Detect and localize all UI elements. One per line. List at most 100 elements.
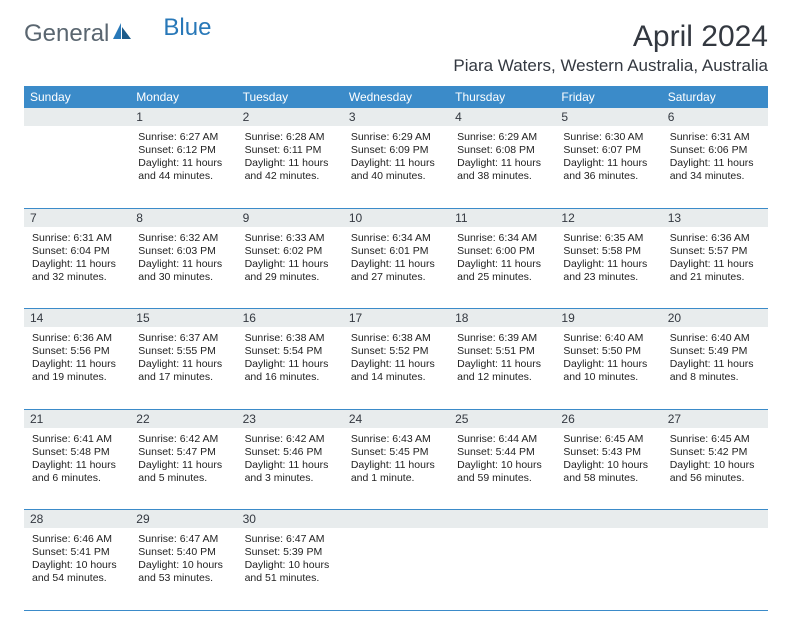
sunrise-text: Sunrise: 6:34 AM [457,232,547,245]
calendar-body: 123456Sunrise: 6:27 AMSunset: 6:12 PMDay… [24,108,768,610]
day-details: Sunrise: 6:46 AMSunset: 5:41 PMDaylight:… [28,531,126,586]
sunset-text: Sunset: 5:49 PM [670,345,760,358]
sunrise-text: Sunrise: 6:29 AM [457,131,547,144]
day-details: Sunrise: 6:37 AMSunset: 5:55 PMDaylight:… [134,330,232,385]
day-cell: Sunrise: 6:42 AMSunset: 5:47 PMDaylight:… [130,428,236,510]
day-details: Sunrise: 6:31 AMSunset: 6:04 PMDaylight:… [28,230,126,285]
sunset-text: Sunset: 6:07 PM [563,144,653,157]
daylight-text: Daylight: 11 hours and 19 minutes. [32,358,122,384]
day-number: 27 [662,409,768,428]
day-cell: Sunrise: 6:35 AMSunset: 5:58 PMDaylight:… [555,227,661,309]
daylight-text: Daylight: 10 hours and 54 minutes. [32,559,122,585]
day-number: 22 [130,409,236,428]
daylight-text: Daylight: 11 hours and 30 minutes. [138,258,228,284]
weekday-header: Tuesday [237,86,343,108]
day-number: 11 [449,208,555,227]
sunrise-text: Sunrise: 6:31 AM [670,131,760,144]
day-details: Sunrise: 6:44 AMSunset: 5:44 PMDaylight:… [453,431,551,486]
daylight-text: Daylight: 10 hours and 56 minutes. [670,459,760,485]
day-cell: Sunrise: 6:40 AMSunset: 5:49 PMDaylight:… [662,327,768,409]
weekday-header: Sunday [24,86,130,108]
sunrise-text: Sunrise: 6:27 AM [138,131,228,144]
sunset-text: Sunset: 6:11 PM [245,144,335,157]
weekday-header: Monday [130,86,236,108]
daylight-text: Daylight: 11 hours and 5 minutes. [138,459,228,485]
daylight-text: Daylight: 11 hours and 10 minutes. [563,358,653,384]
day-number: 18 [449,309,555,328]
sunset-text: Sunset: 5:55 PM [138,345,228,358]
day-number: 1 [130,108,236,126]
weekday-header: Wednesday [343,86,449,108]
day-cell: Sunrise: 6:41 AMSunset: 5:48 PMDaylight:… [24,428,130,510]
day-details: Sunrise: 6:38 AMSunset: 5:52 PMDaylight:… [347,330,445,385]
day-cell: Sunrise: 6:36 AMSunset: 5:57 PMDaylight:… [662,227,768,309]
day-cell [555,528,661,610]
sunrise-text: Sunrise: 6:38 AM [245,332,335,345]
weekday-header: Thursday [449,86,555,108]
day-number: 28 [24,510,130,529]
sunset-text: Sunset: 6:12 PM [138,144,228,157]
day-details: Sunrise: 6:45 AMSunset: 5:42 PMDaylight:… [666,431,764,486]
sunset-text: Sunset: 6:06 PM [670,144,760,157]
sunrise-text: Sunrise: 6:35 AM [563,232,653,245]
daylight-text: Daylight: 11 hours and 42 minutes. [245,157,335,183]
daylight-text: Daylight: 11 hours and 25 minutes. [457,258,547,284]
daynum-row: 282930 [24,510,768,529]
daylight-text: Daylight: 11 hours and 8 minutes. [670,358,760,384]
sunrise-text: Sunrise: 6:45 AM [563,433,653,446]
day-details: Sunrise: 6:29 AMSunset: 6:08 PMDaylight:… [453,129,551,184]
daylight-text: Daylight: 11 hours and 40 minutes. [351,157,441,183]
day-number: 12 [555,208,661,227]
sunset-text: Sunset: 5:58 PM [563,245,653,258]
day-number: 29 [130,510,236,529]
logo-sail-icon [111,20,133,48]
day-details: Sunrise: 6:43 AMSunset: 5:45 PMDaylight:… [347,431,445,486]
daylight-text: Daylight: 11 hours and 1 minute. [351,459,441,485]
sunset-text: Sunset: 5:51 PM [457,345,547,358]
header: General Blue April 2024 Piara Waters, We… [24,20,768,82]
calendar-table: Sunday Monday Tuesday Wednesday Thursday… [24,86,768,611]
daylight-text: Daylight: 11 hours and 38 minutes. [457,157,547,183]
sunrise-text: Sunrise: 6:34 AM [351,232,441,245]
day-number: 23 [237,409,343,428]
day-number: 15 [130,309,236,328]
weekday-header: Saturday [662,86,768,108]
day-cell: Sunrise: 6:31 AMSunset: 6:06 PMDaylight:… [662,126,768,208]
day-number: 6 [662,108,768,126]
week-row: Sunrise: 6:46 AMSunset: 5:41 PMDaylight:… [24,528,768,610]
day-number: 7 [24,208,130,227]
day-cell: Sunrise: 6:29 AMSunset: 6:09 PMDaylight:… [343,126,449,208]
day-number: 8 [130,208,236,227]
daylight-text: Daylight: 10 hours and 51 minutes. [245,559,335,585]
sunrise-text: Sunrise: 6:38 AM [351,332,441,345]
day-cell [24,126,130,208]
sunset-text: Sunset: 6:04 PM [32,245,122,258]
day-details: Sunrise: 6:29 AMSunset: 6:09 PMDaylight:… [347,129,445,184]
sunrise-text: Sunrise: 6:42 AM [245,433,335,446]
day-cell: Sunrise: 6:47 AMSunset: 5:39 PMDaylight:… [237,528,343,610]
daylight-text: Daylight: 11 hours and 36 minutes. [563,157,653,183]
sunrise-text: Sunrise: 6:30 AM [563,131,653,144]
daynum-row: 21222324252627 [24,409,768,428]
day-number: 24 [343,409,449,428]
sunset-text: Sunset: 5:47 PM [138,446,228,459]
day-number: 3 [343,108,449,126]
day-cell: Sunrise: 6:37 AMSunset: 5:55 PMDaylight:… [130,327,236,409]
day-details: Sunrise: 6:40 AMSunset: 5:50 PMDaylight:… [559,330,657,385]
sunset-text: Sunset: 5:48 PM [32,446,122,459]
day-details: Sunrise: 6:39 AMSunset: 5:51 PMDaylight:… [453,330,551,385]
week-row: Sunrise: 6:36 AMSunset: 5:56 PMDaylight:… [24,327,768,409]
sunrise-text: Sunrise: 6:32 AM [138,232,228,245]
day-details: Sunrise: 6:30 AMSunset: 6:07 PMDaylight:… [559,129,657,184]
day-details: Sunrise: 6:28 AMSunset: 6:11 PMDaylight:… [241,129,339,184]
sunset-text: Sunset: 6:01 PM [351,245,441,258]
daylight-text: Daylight: 11 hours and 29 minutes. [245,258,335,284]
logo-text-general: General [24,20,109,48]
day-cell: Sunrise: 6:36 AMSunset: 5:56 PMDaylight:… [24,327,130,409]
day-details: Sunrise: 6:33 AMSunset: 6:02 PMDaylight:… [241,230,339,285]
daylight-text: Daylight: 11 hours and 14 minutes. [351,358,441,384]
day-cell [449,528,555,610]
day-cell [662,528,768,610]
day-number: 5 [555,108,661,126]
daylight-text: Daylight: 10 hours and 58 minutes. [563,459,653,485]
